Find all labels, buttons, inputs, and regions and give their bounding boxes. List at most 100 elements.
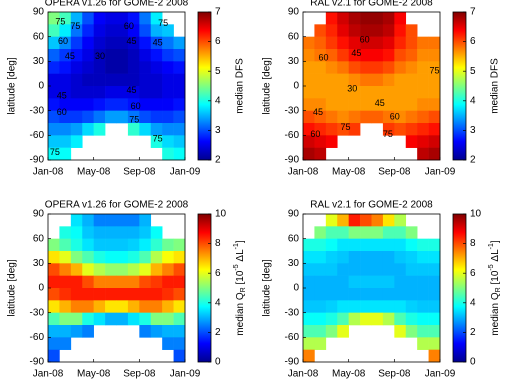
cell xyxy=(59,110,72,124)
colorbar-tick-label: 5 xyxy=(215,66,221,77)
cell xyxy=(394,61,407,74)
cell xyxy=(59,300,72,313)
cell xyxy=(337,226,349,239)
cell xyxy=(325,325,338,338)
contour-label: 60 xyxy=(360,34,370,44)
cell xyxy=(371,263,384,276)
x-tick-label: Jan-08 xyxy=(33,369,64,380)
cell xyxy=(93,275,106,289)
cell xyxy=(348,86,361,99)
cell xyxy=(337,288,349,301)
cell xyxy=(417,86,429,99)
cell xyxy=(82,110,94,124)
cell xyxy=(93,300,106,313)
cell xyxy=(371,73,384,87)
cell xyxy=(127,288,140,301)
cell xyxy=(382,300,395,313)
colorbar-tick-label: 8 xyxy=(215,238,221,249)
cell xyxy=(150,325,163,338)
cell xyxy=(105,110,117,124)
cell xyxy=(303,300,315,313)
cell xyxy=(417,61,429,74)
cell xyxy=(82,238,94,252)
cell xyxy=(82,226,94,239)
y-tick-label: 60 xyxy=(33,233,45,244)
label-part: R xyxy=(495,287,502,292)
cell xyxy=(116,12,129,25)
cell xyxy=(162,263,174,276)
cell xyxy=(127,98,140,111)
cell xyxy=(371,98,384,111)
colorbar-tick-label: 3 xyxy=(215,125,221,136)
cell xyxy=(314,300,327,313)
cell xyxy=(348,238,361,252)
cell xyxy=(162,24,174,37)
cell xyxy=(325,275,338,289)
cell xyxy=(394,73,407,87)
cell xyxy=(428,263,441,276)
y-tick-label: 60 xyxy=(288,31,300,42)
cell xyxy=(150,288,163,301)
cell xyxy=(348,61,361,74)
cell xyxy=(360,49,372,62)
y-tick-label: 60 xyxy=(33,31,45,42)
cell xyxy=(371,251,384,264)
panel-title: OPERA v1.26 for GOME-2 2008 xyxy=(45,200,189,211)
cell xyxy=(93,61,106,74)
cell xyxy=(371,214,384,227)
cell xyxy=(417,312,429,326)
cell xyxy=(127,86,140,99)
cell xyxy=(93,214,106,227)
cell xyxy=(93,49,106,62)
cell xyxy=(82,73,94,87)
cell xyxy=(394,275,407,289)
cell xyxy=(173,135,186,148)
cell xyxy=(337,214,349,227)
y-tick-label: -60 xyxy=(285,332,300,343)
cell xyxy=(48,349,60,363)
cell xyxy=(93,110,106,124)
contour-label: 60 xyxy=(390,111,400,121)
cell xyxy=(405,300,418,313)
contour-label: 75 xyxy=(50,147,60,157)
colorbar-label: median DFS xyxy=(490,58,501,114)
cell xyxy=(59,61,72,74)
cell xyxy=(314,251,327,264)
cell xyxy=(162,300,174,313)
cell xyxy=(139,61,152,74)
colorbar-label: median DFS xyxy=(235,58,246,114)
cell xyxy=(105,86,117,99)
cell xyxy=(162,98,174,111)
y-tick-label: -30 xyxy=(30,105,45,116)
y-tick-label: -30 xyxy=(285,105,300,116)
contour-label: 75 xyxy=(70,21,80,31)
cell xyxy=(348,275,361,289)
cell xyxy=(70,86,83,99)
cell xyxy=(70,312,83,326)
cell xyxy=(337,263,349,276)
cell xyxy=(417,275,429,289)
cell xyxy=(348,98,361,111)
colorbar-tick-label: 4 xyxy=(215,95,221,106)
colorbar-tick-label: 8 xyxy=(470,238,476,249)
colorbar-tick-label: 6 xyxy=(215,268,221,279)
cell xyxy=(150,110,163,124)
cell xyxy=(303,135,315,148)
x-tick-label: May-08 xyxy=(332,167,366,178)
panel: RAL v2.1 for GOME-2 2008-90-60-300306090… xyxy=(262,200,502,380)
cell xyxy=(150,24,163,37)
y-tick-label: 30 xyxy=(33,258,45,269)
cell xyxy=(173,73,186,87)
cell xyxy=(173,86,186,99)
cell xyxy=(405,251,418,264)
cell xyxy=(337,300,349,313)
cell xyxy=(428,288,441,301)
cell xyxy=(82,61,94,74)
cell xyxy=(428,337,441,350)
cell xyxy=(48,263,60,276)
cell xyxy=(173,49,186,62)
cell xyxy=(116,288,129,301)
cell xyxy=(93,98,106,111)
cell xyxy=(70,300,83,313)
cell xyxy=(173,147,186,161)
